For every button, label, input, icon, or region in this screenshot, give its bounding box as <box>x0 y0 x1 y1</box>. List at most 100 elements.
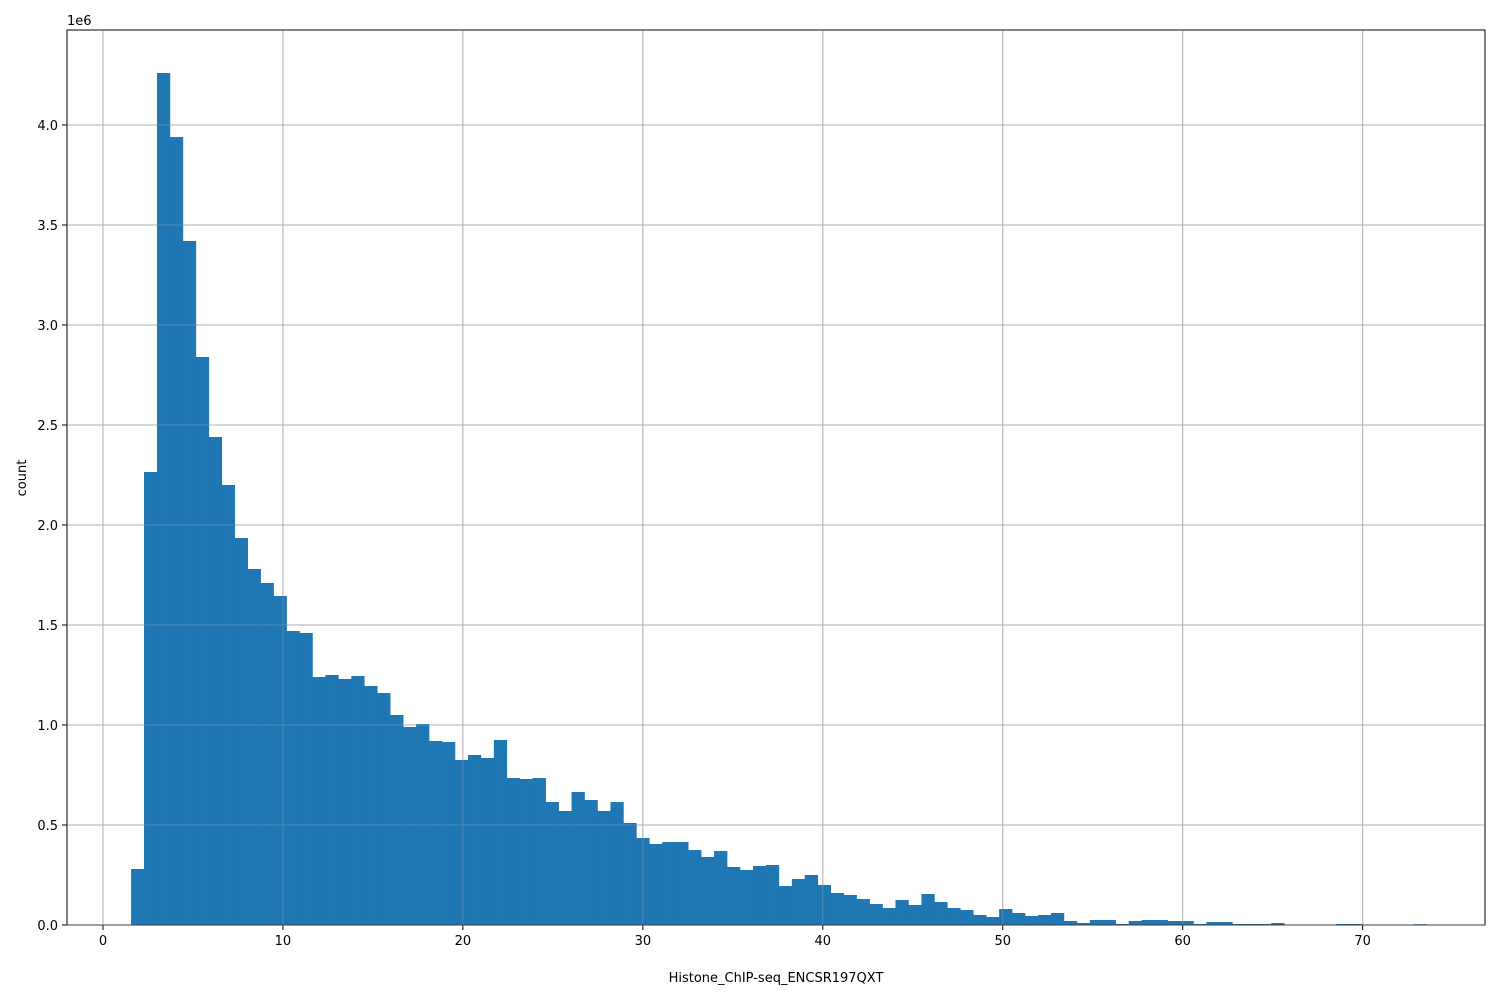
histogram-bar <box>235 538 248 925</box>
histogram-bar <box>1051 913 1064 925</box>
histogram-bar <box>662 842 675 925</box>
histogram-bar <box>1064 921 1077 925</box>
y-tick-label: 4.0 <box>37 119 58 134</box>
y-tick-label: 1.5 <box>37 619 58 634</box>
histogram-bar <box>390 715 403 925</box>
histogram-bar <box>299 633 312 925</box>
histogram-bar <box>1090 920 1103 925</box>
histogram-bar <box>870 904 883 925</box>
histogram-bar <box>675 842 688 925</box>
histogram-bar <box>792 879 805 925</box>
histogram-bar <box>960 910 973 925</box>
histogram-bar <box>1168 921 1181 925</box>
histogram-bar <box>857 899 870 925</box>
histogram-bar <box>844 895 857 925</box>
histogram-bar <box>597 811 610 925</box>
y-tick-label: 0.5 <box>37 819 58 834</box>
histogram-bar <box>701 857 714 925</box>
histogram-bar <box>1129 921 1142 925</box>
histogram-bar <box>403 727 416 925</box>
histogram-bar <box>144 472 157 925</box>
x-tick-label: 10 <box>275 934 292 949</box>
histogram-bar <box>947 908 960 925</box>
histogram-bar <box>494 740 507 925</box>
histogram-bar <box>442 742 455 925</box>
histogram-bar <box>274 596 287 925</box>
y-axis-label: count <box>15 460 30 497</box>
y-offset-label: 1e6 <box>67 14 92 29</box>
histogram-bar <box>753 866 766 925</box>
histogram-bar <box>688 850 701 925</box>
histogram-bar <box>338 679 351 925</box>
histogram-bar <box>623 823 636 925</box>
histogram-bar <box>779 886 792 925</box>
histogram-bar <box>740 870 753 925</box>
histogram-bar <box>818 885 831 925</box>
histogram-bar <box>468 755 481 925</box>
histogram-bar <box>1155 920 1168 925</box>
histogram-bar <box>455 760 468 925</box>
histogram-bar <box>222 485 235 925</box>
histogram-bar <box>533 778 546 925</box>
histogram-bar <box>248 569 261 925</box>
y-tick-label: 2.5 <box>37 419 58 434</box>
x-tick-label: 70 <box>1354 934 1371 949</box>
histogram-bar <box>196 357 209 925</box>
y-tick-label: 3.5 <box>37 219 58 234</box>
histogram-bar <box>572 792 585 925</box>
histogram-bar <box>1038 915 1051 925</box>
x-tick-label: 50 <box>994 934 1011 949</box>
histogram-bar <box>934 902 947 925</box>
x-tick-label: 30 <box>635 934 652 949</box>
histogram-bar <box>170 137 183 925</box>
histogram-bar <box>546 802 559 925</box>
histogram-bar <box>1142 920 1155 925</box>
histogram-bar <box>287 631 300 925</box>
histogram-bar <box>377 693 390 925</box>
x-tick-label: 20 <box>455 934 472 949</box>
histogram-bar <box>325 675 338 925</box>
y-axis-ticks: 0.0 0.5 1.0 1.5 2.0 2.5 3.0 3.5 4.0 <box>37 119 67 934</box>
histogram-bar <box>429 741 442 925</box>
bars <box>131 73 1427 925</box>
histogram-bar <box>986 917 999 925</box>
histogram-bar <box>520 779 533 925</box>
histogram-bar <box>261 583 274 925</box>
histogram-bar <box>831 893 844 925</box>
y-tick-label: 0.0 <box>37 919 58 934</box>
y-tick-label: 1.0 <box>37 719 58 734</box>
histogram-bar <box>908 905 921 925</box>
histogram-bar <box>649 844 662 925</box>
histogram-bar <box>312 677 325 925</box>
histogram-bar <box>183 241 196 925</box>
histogram-bar <box>1103 920 1116 925</box>
histogram-bar <box>973 915 986 925</box>
histogram-bar <box>481 758 494 925</box>
histogram-bar <box>805 875 818 925</box>
histogram-bar <box>157 73 170 925</box>
histogram-bar <box>610 802 623 925</box>
y-tick-label: 2.0 <box>37 519 58 534</box>
histogram-bar <box>1012 913 1025 925</box>
x-tick-label: 40 <box>815 934 832 949</box>
x-axis-ticks: 0 10 20 30 40 50 60 70 <box>99 925 1371 949</box>
histogram-bar <box>559 811 572 925</box>
histogram-bar <box>507 778 520 925</box>
histogram-bar <box>766 865 779 925</box>
x-axis-label: Histone_ChIP-seq_ENCSR197QXT <box>669 971 884 986</box>
histogram-bar <box>999 909 1012 925</box>
histogram-bar <box>209 437 222 925</box>
histogram-bar <box>1025 916 1038 925</box>
histogram-bar <box>364 686 377 925</box>
histogram-bar <box>883 908 896 925</box>
y-tick-label: 3.0 <box>37 319 58 334</box>
x-tick-label: 60 <box>1174 934 1191 949</box>
histogram-bar <box>727 867 740 925</box>
histogram-bar <box>131 869 144 925</box>
histogram-bar <box>895 900 908 925</box>
x-tick-label: 0 <box>99 934 107 949</box>
histogram-bar <box>351 676 364 925</box>
histogram-bar <box>585 800 598 925</box>
histogram-bar <box>714 851 727 925</box>
